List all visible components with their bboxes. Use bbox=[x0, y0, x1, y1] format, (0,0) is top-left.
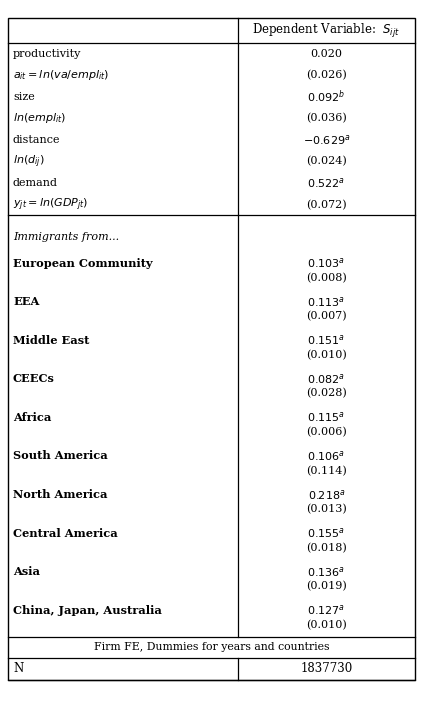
Text: $0.113^{a}$: $0.113^{a}$ bbox=[308, 295, 346, 309]
Text: $0.082^{a}$: $0.082^{a}$ bbox=[308, 372, 346, 386]
Text: demand: demand bbox=[13, 178, 58, 188]
Text: (0.024): (0.024) bbox=[306, 157, 347, 167]
Text: $-0.629^{a}$: $-0.629^{a}$ bbox=[303, 133, 350, 147]
Text: (0.013): (0.013) bbox=[306, 504, 347, 514]
Text: $0.218^{a}$: $0.218^{a}$ bbox=[308, 488, 345, 501]
Text: $0.115^{a}$: $0.115^{a}$ bbox=[308, 410, 346, 424]
Text: Africa: Africa bbox=[13, 412, 51, 423]
Text: European Community: European Community bbox=[13, 258, 153, 268]
Text: Immigrants from...: Immigrants from... bbox=[13, 232, 119, 242]
Text: (0.008): (0.008) bbox=[306, 273, 347, 283]
Text: N: N bbox=[13, 662, 23, 676]
Text: 0.020: 0.020 bbox=[310, 49, 343, 59]
Text: $y_{jt} = ln(GDP_{jt})$: $y_{jt} = ln(GDP_{jt})$ bbox=[13, 197, 88, 213]
Text: Middle East: Middle East bbox=[13, 335, 89, 346]
Text: (0.114): (0.114) bbox=[306, 466, 347, 476]
Text: CEECs: CEECs bbox=[13, 373, 55, 384]
Text: $0.522^{a}$: $0.522^{a}$ bbox=[308, 176, 346, 190]
Text: (0.010): (0.010) bbox=[306, 350, 347, 360]
Text: (0.072): (0.072) bbox=[306, 199, 347, 210]
Text: South America: South America bbox=[13, 451, 108, 461]
Text: (0.028): (0.028) bbox=[306, 388, 347, 399]
Text: (0.019): (0.019) bbox=[306, 581, 347, 592]
Text: (0.010): (0.010) bbox=[306, 619, 347, 630]
Text: (0.036): (0.036) bbox=[306, 113, 347, 124]
Text: $a_{it} = ln(va/empl_{it})$: $a_{it} = ln(va/empl_{it})$ bbox=[13, 68, 110, 83]
Text: $0.155^{a}$: $0.155^{a}$ bbox=[308, 526, 346, 540]
Text: China, Japan, Australia: China, Japan, Australia bbox=[13, 604, 162, 616]
Text: Dependent Variable:  $S_{ijt}$: Dependent Variable: $S_{ijt}$ bbox=[253, 21, 401, 40]
Text: $0.092^{b}$: $0.092^{b}$ bbox=[307, 88, 346, 105]
Text: Firm FE, Dummies for years and countries: Firm FE, Dummies for years and countries bbox=[94, 642, 329, 652]
Text: Asia: Asia bbox=[13, 566, 40, 577]
Text: $ln(d_{ij})$: $ln(d_{ij})$ bbox=[13, 153, 44, 169]
Text: $0.127^{a}$: $0.127^{a}$ bbox=[308, 603, 346, 617]
Text: distance: distance bbox=[13, 135, 60, 145]
Text: $ln(empl_{it})$: $ln(empl_{it})$ bbox=[13, 112, 66, 125]
Text: $0.103^{a}$: $0.103^{a}$ bbox=[308, 256, 346, 271]
Text: EEA: EEA bbox=[13, 296, 39, 308]
Text: $0.151^{a}$: $0.151^{a}$ bbox=[308, 333, 346, 347]
Text: North America: North America bbox=[13, 489, 107, 500]
Text: (0.007): (0.007) bbox=[306, 311, 347, 322]
Text: $0.136^{a}$: $0.136^{a}$ bbox=[308, 565, 346, 579]
Text: 1837730: 1837730 bbox=[300, 662, 353, 676]
Text: Central America: Central America bbox=[13, 528, 118, 538]
Text: (0.006): (0.006) bbox=[306, 427, 347, 437]
Text: (0.026): (0.026) bbox=[306, 70, 347, 80]
Text: size: size bbox=[13, 92, 35, 102]
Text: productivity: productivity bbox=[13, 49, 81, 59]
Text: (0.018): (0.018) bbox=[306, 543, 347, 553]
Text: $0.106^{a}$: $0.106^{a}$ bbox=[308, 449, 346, 463]
